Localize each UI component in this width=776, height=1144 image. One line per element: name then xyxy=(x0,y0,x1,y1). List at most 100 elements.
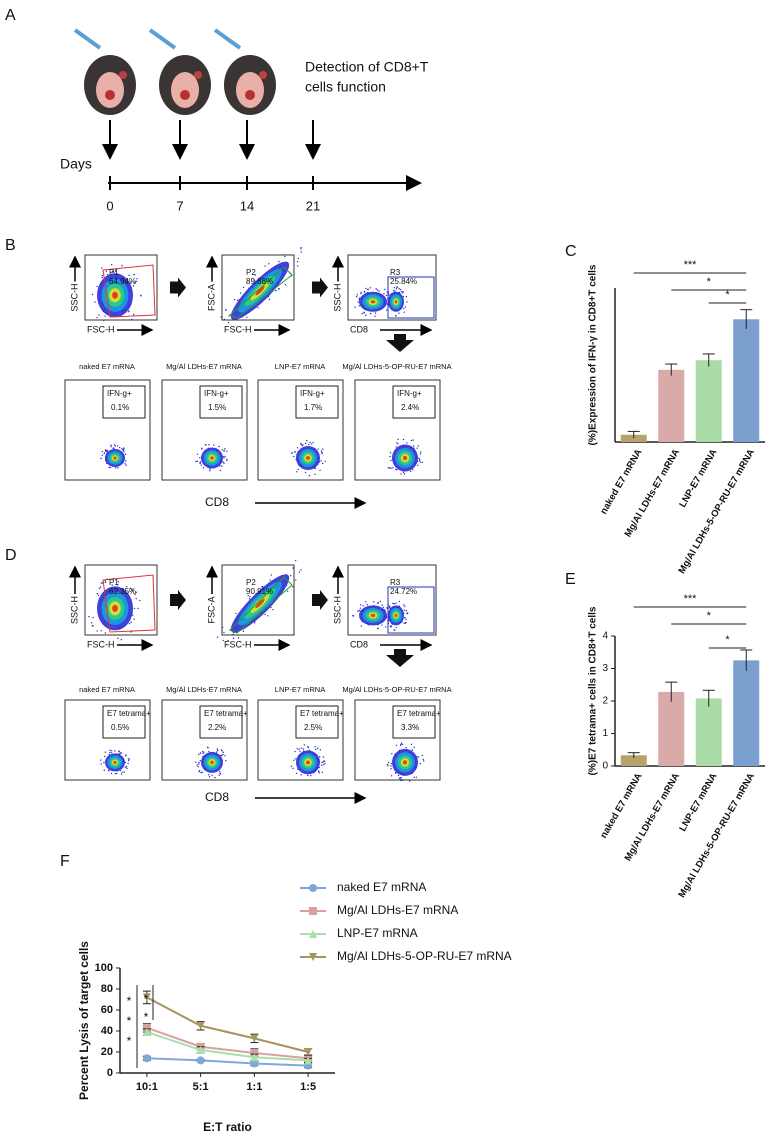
event-dot xyxy=(395,744,397,747)
event-dot xyxy=(360,291,363,294)
event-dot xyxy=(377,627,379,629)
bar xyxy=(620,755,647,766)
event-dot xyxy=(133,273,136,276)
density-plot xyxy=(352,600,395,630)
event-dot xyxy=(390,459,392,462)
event-dot xyxy=(216,636,219,638)
density-level xyxy=(394,613,398,617)
event-dot xyxy=(386,607,388,609)
event-dot xyxy=(133,607,136,610)
event-dot xyxy=(115,772,118,775)
gate xyxy=(387,586,435,634)
event-dot xyxy=(395,772,397,774)
event-dot xyxy=(135,597,137,600)
event-dot xyxy=(374,312,377,314)
significance-label: * xyxy=(725,289,730,301)
event-dot xyxy=(134,593,136,596)
density-plot xyxy=(91,263,142,322)
event-dot xyxy=(389,452,392,454)
event-dot xyxy=(412,445,415,447)
event-dot xyxy=(322,756,325,758)
event-dot xyxy=(121,448,123,450)
y-tick-label: 2 xyxy=(602,696,608,707)
event-dot xyxy=(303,744,305,746)
event-dot xyxy=(316,747,319,750)
event-dot xyxy=(292,585,294,588)
gate-percent: 0.1% xyxy=(111,403,129,412)
event-dot xyxy=(222,751,224,753)
event-dot xyxy=(264,265,266,267)
event-dot xyxy=(130,621,132,624)
legend-label: naked E7 mRNA xyxy=(337,880,426,894)
event-dot xyxy=(300,251,302,253)
event-dot xyxy=(237,634,239,636)
sample-title: Mg/Al LDHs-E7 mRNA xyxy=(166,362,242,371)
event-dot xyxy=(291,452,293,454)
event-dot xyxy=(421,461,424,463)
event-dot xyxy=(384,303,387,306)
event-dot xyxy=(204,444,207,446)
gate-percent: 1.7% xyxy=(304,403,322,412)
legend-marker xyxy=(309,953,317,961)
event-dot xyxy=(399,778,402,781)
event-dot xyxy=(320,450,323,452)
density-level xyxy=(370,300,376,304)
panel-label: E xyxy=(565,571,576,588)
event-dot xyxy=(222,461,224,463)
y-axis-label: SSC-H xyxy=(332,596,342,624)
event-dot xyxy=(286,590,289,592)
day-label: 7 xyxy=(176,198,183,213)
density-plot xyxy=(384,286,408,317)
density-plot xyxy=(88,577,141,641)
point xyxy=(304,1056,313,1065)
event-dot xyxy=(253,622,256,624)
event-dot xyxy=(242,286,245,289)
event-dot xyxy=(383,292,385,295)
event-dot xyxy=(422,760,425,762)
significance-label: * xyxy=(144,1010,149,1024)
event-dot xyxy=(196,453,199,456)
event-dot xyxy=(392,602,394,605)
event-dot xyxy=(404,306,407,308)
gate-name: P2 xyxy=(246,268,256,277)
event-dot xyxy=(216,749,219,752)
event-dot xyxy=(127,758,130,760)
event-dot xyxy=(111,270,114,273)
event-dot xyxy=(307,774,309,777)
gate-percent: 2.2% xyxy=(208,723,226,732)
gate-percent: 90.91% xyxy=(246,587,273,596)
event-dot xyxy=(284,283,287,286)
x-axis-label: FSC-H xyxy=(224,639,252,649)
event-dot xyxy=(121,771,123,773)
event-dot xyxy=(297,265,299,267)
x-axis-label: FSC-H xyxy=(87,639,115,649)
significance-label: * xyxy=(707,610,712,622)
bar xyxy=(695,360,722,442)
error-bar xyxy=(702,353,715,367)
y-tick-label: 3 xyxy=(602,663,608,674)
event-dot xyxy=(109,751,111,754)
x-axis-label: FSC-H xyxy=(224,324,252,334)
event-dot xyxy=(308,443,310,446)
event-dot xyxy=(410,743,413,746)
event-dot xyxy=(277,288,280,290)
event-dot xyxy=(403,609,405,612)
event-dot xyxy=(406,442,408,444)
event-dot xyxy=(226,450,228,453)
y-tick-label: 100 xyxy=(95,962,113,974)
event-dot xyxy=(139,599,141,602)
event-dot xyxy=(396,286,398,288)
event-dot xyxy=(307,746,310,749)
event-dot xyxy=(322,448,324,450)
panel-label: F xyxy=(60,853,70,870)
event-dot xyxy=(110,445,112,448)
event-dot xyxy=(420,451,422,453)
point xyxy=(142,1023,151,1032)
event-dot xyxy=(225,759,227,762)
significance-label: *** xyxy=(684,593,698,605)
density-level xyxy=(210,760,214,765)
event-dot xyxy=(199,760,201,762)
series-line xyxy=(146,996,309,1053)
significance-label: * xyxy=(144,992,149,1006)
event-dot xyxy=(198,770,200,773)
